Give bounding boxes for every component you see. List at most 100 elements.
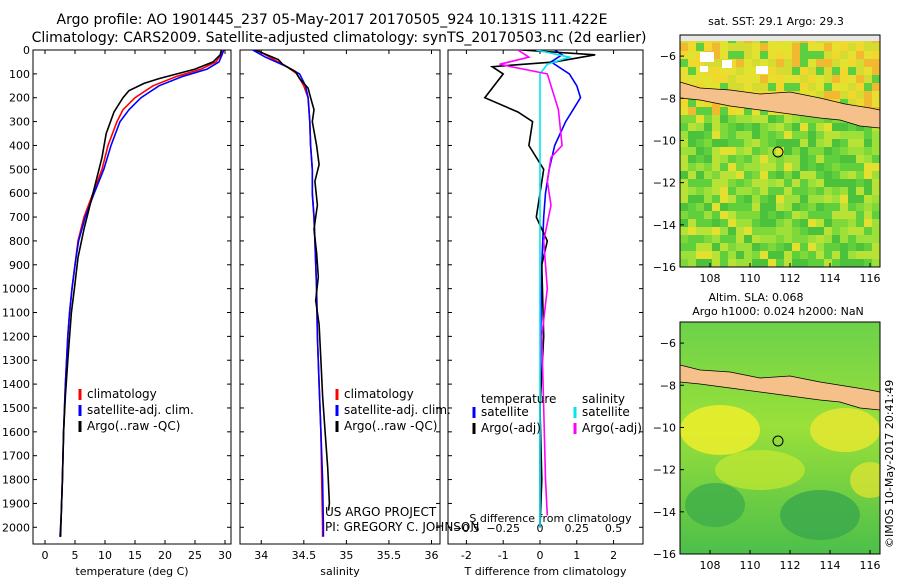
series-argo-raw-qc-: [59, 50, 223, 537]
imos-timestamp: ©IMOS 10-May-2017 20:41:49: [883, 380, 896, 548]
x-tick-label: 15: [128, 549, 142, 562]
map-y-tick-label: −10: [653, 421, 676, 434]
legend-label: Argo(-adj): [481, 421, 541, 435]
y-tick-label: 1400: [2, 378, 30, 391]
legend-title: temperature: [481, 392, 556, 406]
difference-legend: temperature salinitysatelliteArgo(-adj)sa…: [472, 392, 642, 435]
y-tick-label: 1100: [2, 307, 30, 320]
s-tick-label: 0: [536, 522, 543, 535]
legend-label: satellite: [582, 405, 630, 419]
map-y-tick-label: −12: [653, 177, 676, 190]
argo-position-marker-sla: [772, 435, 784, 447]
y-tick-label: 500: [9, 163, 30, 176]
series-argo-raw-qc-: [254, 50, 331, 511]
temperature-frame: [32, 49, 232, 545]
sla-map-title2: Argo h1000: 0.024 h2000: NaN: [692, 305, 864, 318]
y-tick-label: 800: [9, 235, 30, 248]
legend-label: Argo(-adj): [582, 421, 642, 435]
x-tick-label: 25: [188, 549, 202, 562]
y-tick-label: 1700: [2, 450, 30, 463]
map-y-tick-label: −6: [660, 337, 676, 350]
x-tick-label: 5: [72, 549, 79, 562]
credit-line1: US ARGO PROJECT: [325, 505, 437, 519]
y-tick-label: 300: [9, 116, 30, 129]
x-tick-label: 0: [536, 549, 543, 562]
difference-xlabel: T difference from climatology: [464, 565, 627, 578]
x-tick-label: 1: [573, 549, 580, 562]
difference-panel: -2 -1 0 1 2 T difference from climatology −0.5…: [447, 49, 644, 578]
y-tick-label: 700: [9, 211, 30, 224]
x-tick-label: 34: [254, 549, 268, 562]
map-x-tick-label: 110: [740, 559, 761, 572]
x-tick-label: 2: [610, 549, 617, 562]
x-tick-label: 36: [424, 549, 438, 562]
map-y-tick-label: −8: [660, 379, 676, 392]
y-tick-label: 900: [9, 259, 30, 272]
series-salinity-argo-adj-: [499, 50, 563, 516]
y-tick-label: 1000: [2, 283, 30, 296]
s-tick-label: 0.5: [605, 522, 623, 535]
legend-label: climatology: [344, 387, 414, 401]
map-y-tick-label: −14: [653, 506, 676, 519]
title-line1: Argo profile: AO 1901445_237 05-May-2017…: [57, 12, 608, 28]
map-y-tick-label: −6: [660, 50, 676, 63]
java-land-sla: [680, 364, 880, 411]
legend-label: climatology: [87, 387, 157, 401]
credit-line2: PI: GREGORY C. JOHNSON: [325, 520, 479, 534]
sst-map: [680, 35, 880, 267]
y-tick-label: 0: [23, 44, 30, 57]
x-tick-label: 20: [158, 549, 172, 562]
s-tick-label: −0.25: [486, 522, 520, 535]
map-x-tick-label: 110: [740, 272, 761, 285]
map-x-tick-label: 114: [820, 272, 841, 285]
map-x-tick-label: 116: [860, 559, 881, 572]
map-y-tick-label: −8: [660, 92, 676, 105]
legend-label: satellite: [481, 405, 529, 419]
argo-position-marker-sst: [772, 146, 784, 158]
difference-xlabel2: S difference from climatology: [469, 512, 632, 525]
map-x-tick-label: 108: [700, 559, 721, 572]
sla-map: [680, 322, 880, 554]
title-line2: Climatology: CARS2009. Satellite-adjuste…: [32, 30, 647, 46]
map-x-tick-label: 112: [780, 559, 801, 572]
java-land-sst: [680, 81, 880, 129]
legend-title: salinity: [582, 392, 625, 406]
series-satellite-adj-clim-: [252, 50, 325, 537]
cloud-gap: [700, 52, 714, 62]
sla-map-title1: Altim. SLA: 0.068: [708, 291, 803, 304]
temperature-legend: climatology satellite-adj. clim. Argo(..ra…: [78, 387, 194, 433]
cloud-gap: [700, 66, 708, 72]
y-tick-label: 1200: [2, 330, 30, 343]
x-tick-label: 10: [98, 549, 112, 562]
map-x-tick-label: 108: [700, 272, 721, 285]
legend-label: satellite-adj. clim.: [344, 403, 451, 417]
map-y-tick-label: −14: [653, 219, 676, 232]
map-x-tick-label: 112: [780, 272, 801, 285]
y-tick-label: 1800: [2, 474, 30, 487]
map-y-tick-label: −12: [653, 464, 676, 477]
x-tick-label: -2: [461, 549, 472, 562]
salinity-legend: climatology satellite-adj. clim. Argo(..ra…: [335, 387, 451, 433]
y-tick-label: 600: [9, 187, 30, 200]
cloud-gap: [756, 66, 768, 74]
map-y-tick-label: −10: [653, 134, 676, 147]
legend-label: Argo(..raw -QC): [87, 419, 180, 433]
x-tick-label: 0: [42, 549, 49, 562]
y-tick-label: 1300: [2, 354, 30, 367]
y-tick-label: 1600: [2, 426, 30, 439]
x-tick-label: 34.5: [292, 549, 317, 562]
sst-map-title: sat. SST: 29.1 Argo: 29.3: [708, 15, 844, 28]
legend-label: Argo(..raw -QC): [344, 419, 437, 433]
y-tick-label: 400: [9, 139, 30, 152]
y-tick-label: 200: [9, 92, 30, 105]
x-tick-label: 35: [339, 549, 353, 562]
temperature-panel: 0 5 10 15 20 25 300100200300400500600700800900…: [2, 44, 232, 578]
temperature-xlabel: temperature (deg C): [75, 565, 188, 578]
salinity-panel: 34 34.5 35 35.5 36 salinity: [239, 49, 441, 578]
salinity-frame: [239, 49, 441, 545]
s-tick-label: 0.25: [565, 522, 590, 535]
salinity-xlabel: salinity: [320, 565, 360, 578]
series-salinity-satellite: [536, 50, 573, 528]
map-x-tick-label: 116: [860, 272, 881, 285]
